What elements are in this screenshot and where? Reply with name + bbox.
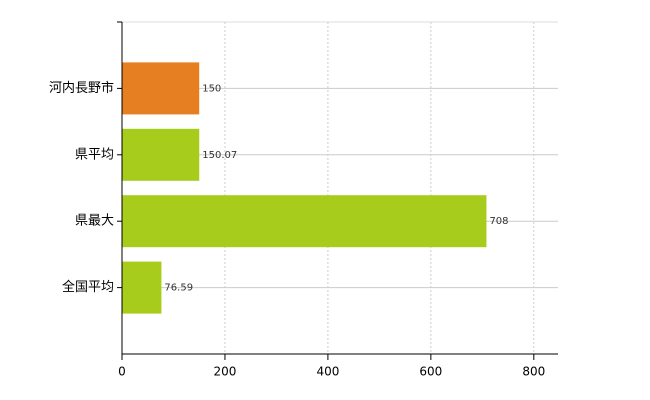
- x-tick-label: 400: [316, 365, 339, 379]
- bar: [122, 62, 200, 115]
- y-tick-label: 全国平均: [62, 279, 114, 295]
- bar: [122, 195, 487, 248]
- y-tick-label: 県平均: [75, 147, 114, 162]
- x-tick-label: 0: [118, 365, 126, 379]
- x-tick-label: 800: [522, 365, 545, 379]
- x-tick-label: 600: [419, 365, 442, 379]
- value-label: 708: [489, 216, 508, 227]
- bar: [122, 261, 162, 314]
- y-tick-label: 河内長野市: [49, 80, 114, 96]
- value-label: 150.07: [202, 150, 237, 161]
- value-label: 76.59: [164, 283, 193, 294]
- bar: [122, 128, 200, 181]
- x-tick-label: 200: [213, 365, 236, 379]
- value-label: 150: [202, 83, 221, 94]
- y-tick-label: 県最大: [75, 214, 114, 229]
